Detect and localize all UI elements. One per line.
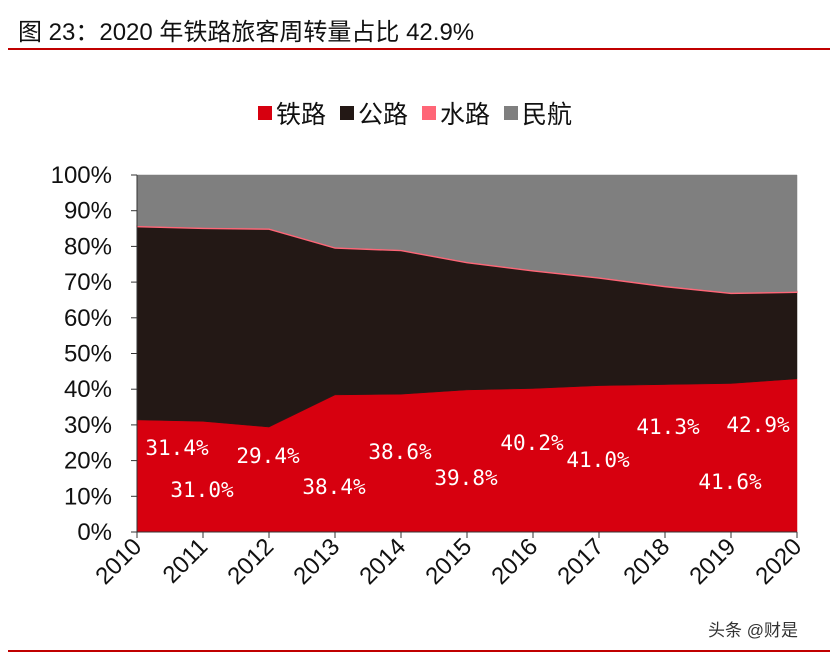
data-label: 39.8% xyxy=(434,466,498,490)
y-tick-label: 40% xyxy=(64,376,112,403)
y-tick-label: 50% xyxy=(64,341,112,368)
x-tick-label: 2011 xyxy=(158,533,214,589)
watermark: 头条 @财是 xyxy=(708,621,798,640)
data-label: 41.0% xyxy=(566,448,630,472)
figure-title: 图 23：2020 年铁路旅客周转量占比 42.9% xyxy=(18,19,475,46)
y-tick-label: 20% xyxy=(64,448,112,475)
data-label: 40.2% xyxy=(500,431,564,455)
legend-label: 水路 xyxy=(440,101,491,129)
y-tick-label: 0% xyxy=(77,519,112,546)
x-tick-label: 2014 xyxy=(354,533,411,590)
legend-item-road: 公路 xyxy=(340,95,408,131)
title-divider xyxy=(8,48,830,50)
x-tick-label: 2017 xyxy=(552,533,609,590)
x-tick-label: 2018 xyxy=(618,533,675,590)
data-label: 29.4% xyxy=(236,444,300,468)
legend-label: 铁路 xyxy=(276,101,327,129)
x-tick-label: 2013 xyxy=(288,533,345,590)
y-tick-label: 30% xyxy=(64,412,112,439)
data-label: 41.6% xyxy=(698,470,762,494)
legend-swatch xyxy=(422,106,437,120)
legend-swatch xyxy=(258,106,272,120)
x-tick-label: 2019 xyxy=(684,533,741,590)
data-label: 38.4% xyxy=(302,475,366,499)
bottom-divider xyxy=(8,650,830,652)
y-tick-label: 60% xyxy=(64,305,112,332)
x-tick-label: 2016 xyxy=(486,533,543,590)
y-tick-label: 80% xyxy=(64,233,112,260)
legend-swatch xyxy=(504,106,519,120)
x-tick-label: 2012 xyxy=(222,533,279,590)
area-air xyxy=(136,174,798,293)
data-label: 38.6% xyxy=(368,440,432,464)
data-label: 31.0% xyxy=(170,478,234,502)
data-label: 42.9% xyxy=(726,413,790,437)
legend-label: 民航 xyxy=(522,101,573,129)
legend: 铁路 公路 水路 民航 xyxy=(258,95,572,131)
y-tick-label: 10% xyxy=(64,483,112,510)
legend-swatch xyxy=(340,106,355,120)
legend-item-water: 水路 xyxy=(422,95,490,131)
y-tick-label: 100% xyxy=(51,162,112,189)
legend-item-air: 民航 xyxy=(504,95,572,131)
y-tick-label: 90% xyxy=(64,198,112,225)
data-label: 31.4% xyxy=(145,436,209,460)
y-tick-label: 70% xyxy=(64,269,112,296)
data-label: 41.3% xyxy=(636,415,700,439)
legend-item-rail: 铁路 xyxy=(258,95,326,131)
legend-label: 公路 xyxy=(358,101,409,129)
x-tick-label: 2015 xyxy=(420,533,477,590)
x-tick-label: 2020 xyxy=(750,533,807,590)
